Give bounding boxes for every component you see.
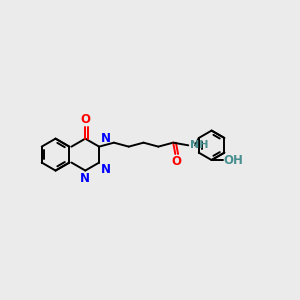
Text: OH: OH: [224, 154, 244, 166]
Text: N: N: [100, 132, 111, 145]
Text: O: O: [171, 155, 181, 168]
Text: O: O: [80, 113, 90, 126]
Text: N: N: [100, 163, 111, 176]
Text: N: N: [80, 172, 90, 185]
Text: NH: NH: [190, 140, 208, 150]
